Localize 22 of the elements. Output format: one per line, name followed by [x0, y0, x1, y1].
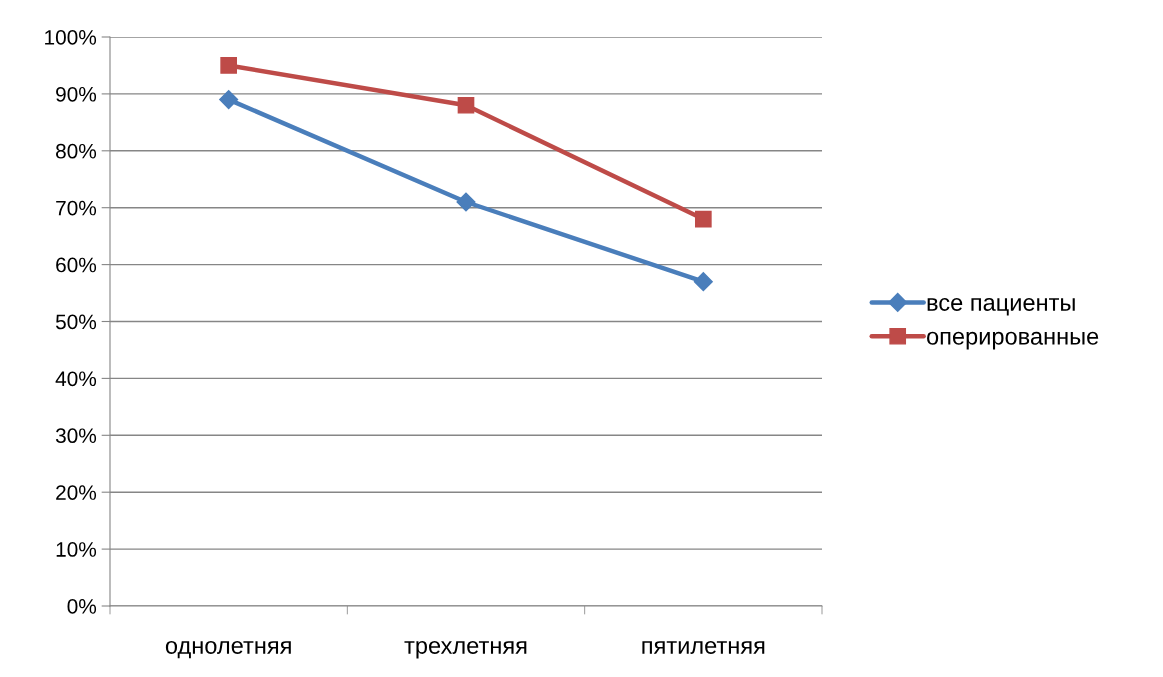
y-tick-label: 50% — [55, 314, 97, 330]
point — [693, 272, 713, 292]
y-tick-label: 60% — [56, 257, 97, 273]
legend-label: оперированные — [927, 331, 1099, 350]
y-tick-label: 20% — [56, 485, 97, 500]
y-tick-label: 100% — [45, 30, 97, 45]
y-tick-label: 30% — [55, 428, 97, 444]
y-tick-label: 90% — [56, 86, 97, 102]
y-tick-label: 80% — [56, 143, 97, 159]
x-tick-label: трехлетняя — [404, 640, 527, 659]
y-tick-label: 40% — [55, 371, 97, 387]
x-tick-label: однолетняя — [165, 640, 291, 659]
point — [694, 210, 712, 228]
point — [456, 192, 476, 212]
point — [219, 90, 239, 110]
y-tick-label: 0% — [67, 599, 97, 614]
point — [220, 57, 238, 74]
y-tick-label: 10% — [56, 542, 97, 557]
point — [457, 96, 475, 114]
y-tick-label: 70% — [56, 200, 97, 216]
legend-label: все пациенты — [927, 297, 1075, 316]
x-tick-label: пятилетняя — [642, 640, 765, 654]
